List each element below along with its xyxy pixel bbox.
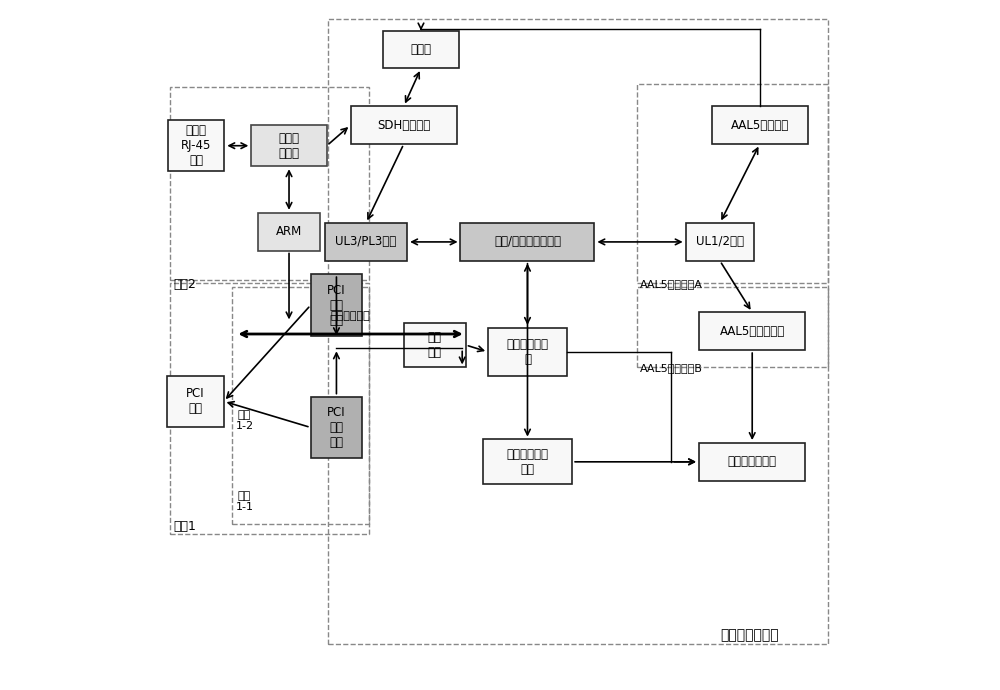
Text: AAL5处理子模块: AAL5处理子模块 bbox=[720, 325, 785, 338]
Text: 方案2: 方案2 bbox=[174, 278, 196, 291]
Text: PCI
总线
转换: PCI 总线 转换 bbox=[327, 406, 346, 449]
Text: AAL5处理芯片: AAL5处理芯片 bbox=[731, 119, 789, 132]
Text: 以太网
控制器: 以太网 控制器 bbox=[279, 132, 300, 159]
Text: 微机接口总线: 微机接口总线 bbox=[331, 311, 370, 321]
Bar bbox=[351, 106, 457, 144]
Bar bbox=[488, 328, 567, 376]
Bar bbox=[167, 375, 224, 427]
Bar bbox=[712, 106, 808, 144]
Bar bbox=[325, 223, 407, 261]
Bar bbox=[699, 313, 805, 350]
Text: 时延处理子模
块: 时延处理子模 块 bbox=[506, 338, 548, 366]
Bar bbox=[170, 283, 369, 534]
Bar bbox=[404, 323, 466, 367]
Text: 方案1: 方案1 bbox=[174, 520, 196, 533]
Text: AAL5实现方案A: AAL5实现方案A bbox=[640, 279, 702, 289]
Bar bbox=[383, 30, 459, 68]
Text: 测试数据处理器: 测试数据处理器 bbox=[720, 628, 779, 642]
Text: 微机
接口: 微机 接口 bbox=[428, 331, 442, 359]
Text: AAL5实现方案B: AAL5实现方案B bbox=[640, 363, 702, 373]
Bar bbox=[232, 286, 369, 524]
Bar bbox=[460, 223, 594, 261]
Text: UL1/2接口: UL1/2接口 bbox=[696, 235, 744, 248]
Bar bbox=[637, 286, 828, 367]
Text: 光模块: 光模块 bbox=[410, 43, 431, 56]
Bar bbox=[311, 274, 362, 336]
Text: PCI
总线
转换: PCI 总线 转换 bbox=[327, 284, 346, 326]
Text: SDH处理芯片: SDH处理芯片 bbox=[377, 119, 430, 132]
Bar bbox=[483, 440, 572, 484]
Text: PCI
接口: PCI 接口 bbox=[186, 387, 205, 415]
Bar bbox=[328, 19, 828, 644]
Bar bbox=[686, 223, 754, 261]
Bar bbox=[311, 397, 362, 458]
Text: 信元/分组调度子模块: 信元/分组调度子模块 bbox=[494, 235, 561, 248]
Text: 方案
1-1: 方案 1-1 bbox=[235, 491, 253, 513]
Bar bbox=[170, 88, 369, 279]
Bar bbox=[168, 120, 224, 172]
Bar bbox=[251, 125, 327, 166]
Text: 测试报文产生
模块: 测试报文产生 模块 bbox=[506, 448, 548, 476]
Bar bbox=[699, 443, 805, 481]
Bar bbox=[637, 84, 828, 283]
Text: 以太网
RJ-45
接口: 以太网 RJ-45 接口 bbox=[181, 124, 211, 167]
Text: 方案
1-2: 方案 1-2 bbox=[235, 410, 254, 431]
Bar bbox=[258, 213, 320, 250]
Text: ARM: ARM bbox=[276, 225, 302, 238]
Text: UL3/PL3接口: UL3/PL3接口 bbox=[335, 235, 397, 248]
Text: 分组处理子模块: 分组处理子模块 bbox=[728, 455, 777, 469]
